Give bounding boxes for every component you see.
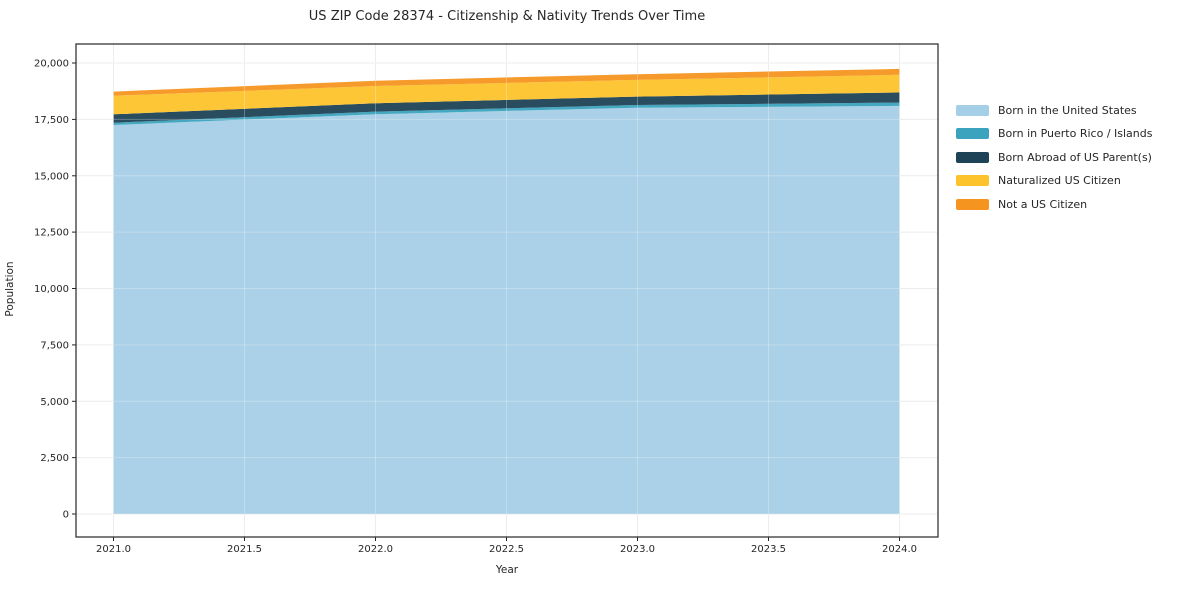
svg-text:17,500: 17,500 [34,115,69,126]
legend-swatch-naturalized [956,175,989,187]
svg-text:15,000: 15,000 [34,171,69,182]
legend-item-not-citizen: Not a US Citizen [956,198,1152,211]
svg-text:20,000: 20,000 [34,59,69,70]
legend-label-born-us: Born in the United States [998,104,1137,117]
plot-area: 2021.0 2021.5 2022.0 2022.5 2023.0 2023.5 2024… [34,43,939,555]
svg-text:2,500: 2,500 [40,453,69,464]
legend-label-born-abroad: Born Abroad of US Parent(s) [998,150,1152,164]
svg-text:2024.0: 2024.0 [882,544,917,555]
svg-text:2022.5: 2022.5 [489,544,524,555]
svg-text:5,000: 5,000 [40,397,69,408]
svg-text:0: 0 [63,510,69,521]
chart-title: US ZIP Code 28374 - Citizenship & Nativi… [308,9,706,24]
legend-label-puerto-rico: Born in Puerto Rico / Islands [998,127,1153,141]
legend-label-not-citizen: Not a US Citizen [998,197,1088,211]
svg-text:12,500: 12,500 [34,228,69,239]
legend-swatch-puerto-rico [956,128,989,140]
legend-label-naturalized: Naturalized US Citizen [998,174,1121,188]
x-axis-label: Year [495,564,519,576]
legend: Born in the United States Born in Puerto… [956,104,1152,211]
legend-swatch-not-citizen [956,198,989,210]
legend-item-born-abroad: Born Abroad of US Parent(s) [956,151,1152,164]
svg-text:10,000: 10,000 [34,284,69,295]
y-axis-label: Population [4,261,16,317]
svg-text:2023.5: 2023.5 [751,544,786,555]
legend-item-born-us: Born in the United States [956,104,1152,117]
legend-item-puerto-rico: Born in Puerto Rico / Islands [956,127,1152,140]
svg-text:7,500: 7,500 [40,340,69,351]
legend-item-naturalized: Naturalized US Citizen [956,174,1152,187]
svg-text:2021.5: 2021.5 [227,544,262,555]
svg-text:2021.0: 2021.0 [96,544,131,555]
legend-swatch-born-us [956,105,989,116]
svg-text:2022.0: 2022.0 [358,544,393,555]
svg-text:2023.0: 2023.0 [620,544,655,555]
legend-swatch-born-abroad [956,151,989,163]
